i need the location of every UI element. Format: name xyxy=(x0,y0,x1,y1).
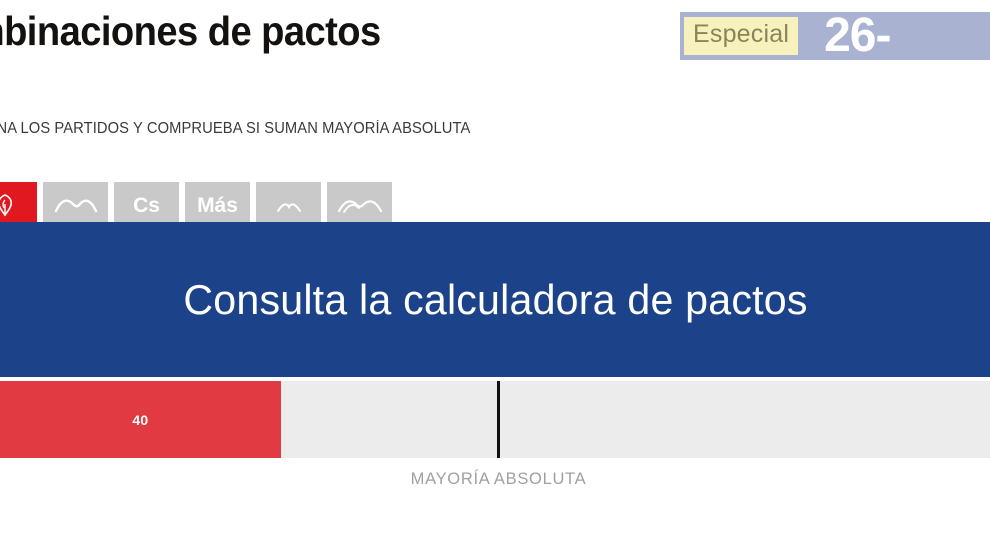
seats-bar-value-label: 40 xyxy=(132,411,149,428)
special-badge: Especial xyxy=(684,17,799,55)
cs-text-icon: Cs xyxy=(133,193,160,217)
calculator-cta-banner[interactable]: Consulta la calculadora de pactos xyxy=(0,222,990,377)
page-header: ombinaciones de pactos Especial 26- MBIN… xyxy=(0,0,990,137)
majority-threshold-label: MAYORÍA ABSOLUTA xyxy=(410,470,587,488)
party-button-mas[interactable]: Más xyxy=(185,182,250,228)
calculator-cta-label: Consulta la calculadora de pactos xyxy=(182,275,808,323)
party-button-cs[interactable]: Cs xyxy=(114,182,179,228)
majority-threshold-line xyxy=(497,381,500,458)
psoe-rose-icon xyxy=(0,192,18,218)
seats-bar-psoe[interactable]: 40 xyxy=(0,381,281,458)
mas-text-icon: Más xyxy=(197,193,238,217)
generic-logo-icon xyxy=(274,194,304,216)
page-subtitle: MBINA LOS PARTIDOS Y COMPRUEBA SI SUMAN … xyxy=(0,120,471,137)
election-date-label: 26- xyxy=(824,9,891,62)
party-button-pp[interactable] xyxy=(43,182,108,228)
page-title: ombinaciones de pactos xyxy=(0,8,381,54)
special-edition-band: Especial 26- xyxy=(680,12,990,60)
seats-bar-chart: 40 xyxy=(0,381,990,458)
party-button-5[interactable] xyxy=(256,182,321,228)
pp-seagull-icon xyxy=(336,193,384,217)
party-button-psoe[interactable] xyxy=(0,182,37,228)
pp-seagull-icon xyxy=(53,192,99,218)
party-selector: Cs Más xyxy=(0,182,392,228)
party-button-6[interactable] xyxy=(327,182,392,228)
